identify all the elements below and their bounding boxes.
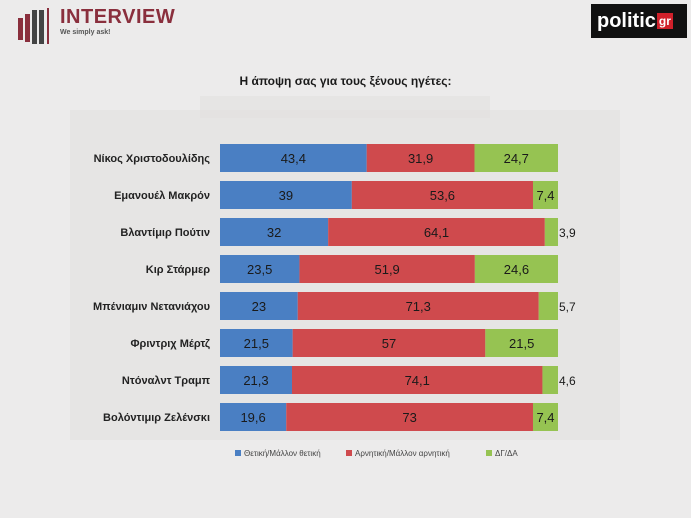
- bar-segment: [286, 403, 533, 431]
- bar-segment: [220, 403, 287, 431]
- bar-segment: [474, 144, 558, 172]
- bar-segment: [220, 292, 298, 320]
- bar-segment: [220, 255, 300, 283]
- legend-swatch: [346, 450, 352, 456]
- bar-segment: [292, 329, 486, 357]
- data-label: 31,9: [408, 151, 433, 166]
- brand-tagline: We simply ask!: [60, 29, 111, 36]
- politic-logo-text: politic: [597, 10, 656, 32]
- data-label: 73: [402, 410, 416, 425]
- interview-logo-icon: [18, 8, 49, 44]
- bar-segment: [220, 218, 329, 246]
- bar-segment: [220, 144, 367, 172]
- data-label: 21,3: [243, 373, 268, 388]
- data-label: 32: [267, 225, 281, 240]
- category-label: Εμανουέλ Μακρόν: [114, 190, 210, 202]
- bar-segment: [474, 255, 558, 283]
- category-label: Ντόναλντ Τραμπ: [122, 375, 211, 387]
- bar-segment: [328, 218, 545, 246]
- legend-label: Αρνητική/Μάλλον αρνητική: [355, 449, 450, 458]
- data-label: 5,7: [559, 300, 576, 314]
- legend-swatch: [486, 450, 492, 456]
- bar-segment: [297, 292, 539, 320]
- data-label: 7,4: [536, 410, 554, 425]
- legend-label: Θετική/Μάλλον θετική: [244, 449, 321, 458]
- legend-label: ΔΓ/ΔΑ: [495, 449, 518, 458]
- bar-segment: [299, 255, 475, 283]
- background-building-roof: [200, 96, 490, 118]
- politic-logo: politic gr: [591, 4, 687, 38]
- data-label: 71,3: [406, 299, 431, 314]
- bar-segment: [351, 181, 533, 209]
- bar-segment: [542, 366, 558, 394]
- data-label: 51,9: [374, 262, 399, 277]
- data-label: 4,6: [559, 374, 576, 388]
- category-label: Φριντριχ Μέρτζ: [131, 338, 210, 350]
- data-label: 21,5: [244, 336, 269, 351]
- data-label: 3,9: [559, 226, 576, 240]
- category-label: Κιρ Στάρμερ: [146, 264, 210, 276]
- bar-segment: [485, 329, 558, 357]
- data-label: 64,1: [424, 225, 449, 240]
- data-label: 7,4: [536, 188, 554, 203]
- data-label: 57: [382, 336, 396, 351]
- politic-logo-suffix: gr: [656, 13, 673, 29]
- bar-segment: [544, 218, 558, 246]
- data-label: 23: [252, 299, 266, 314]
- data-label: 24,6: [504, 262, 529, 277]
- data-label: 19,6: [240, 410, 265, 425]
- bar-segment: [220, 329, 293, 357]
- legend-swatch: [235, 450, 241, 456]
- bar-segment: [532, 181, 558, 209]
- chart-title: Η άποψη σας για τους ξένους ηγέτες:: [239, 74, 452, 88]
- bar-segment: [220, 181, 352, 209]
- bar-segment: [291, 366, 543, 394]
- data-label: 21,5: [509, 336, 534, 351]
- category-label: Μπένιαμιν Νετανιάχου: [93, 301, 210, 313]
- bar-segment: [538, 292, 558, 320]
- bar-segment: [220, 366, 292, 394]
- bar-segment: [532, 403, 558, 431]
- data-label: 23,5: [247, 262, 272, 277]
- data-label: 24,7: [504, 151, 529, 166]
- category-label: Νίκος Χριστοδουλίδης: [94, 153, 211, 165]
- data-label: 43,4: [281, 151, 306, 166]
- bar-segment: [366, 144, 475, 172]
- brand-name: INTERVIEW: [60, 6, 176, 28]
- category-label: Βλαντίμιρ Πούτιν: [120, 227, 210, 239]
- data-label: 74,1: [405, 373, 430, 388]
- data-label: 53,6: [430, 188, 455, 203]
- data-label: 39: [279, 188, 293, 203]
- category-label: Βολόντιμιρ Ζελένσκι: [103, 412, 210, 424]
